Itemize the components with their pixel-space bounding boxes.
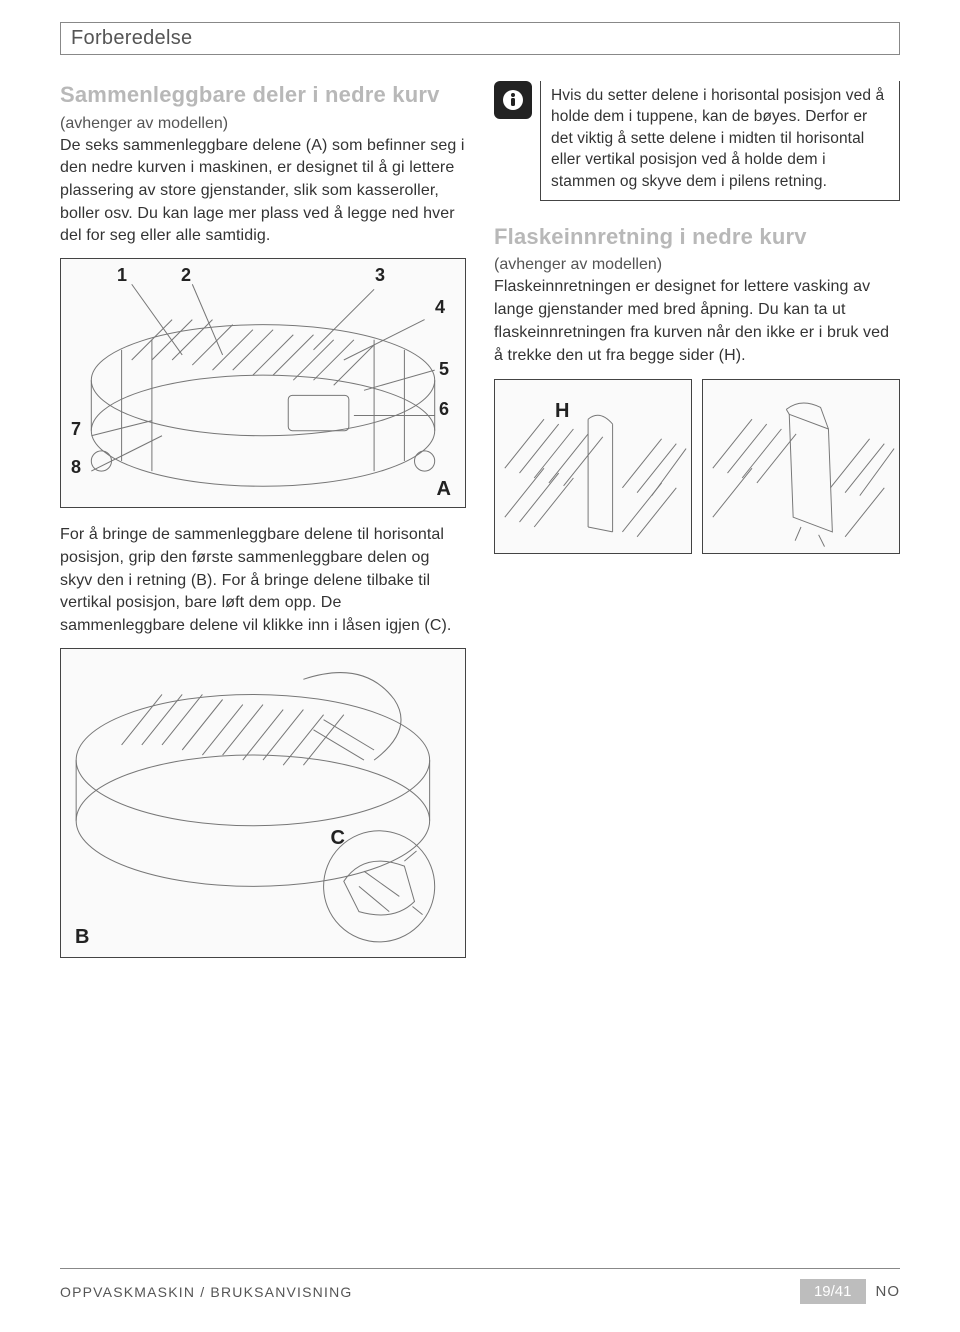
two-column-layout: Sammenleggbare deler i nedre kurv (avhen…: [60, 81, 900, 974]
info-text-cell: Hvis du setter delene i horisontal posis…: [540, 81, 900, 201]
fig-a-label-2: 2: [181, 265, 191, 286]
basket-h2-illustration: [703, 380, 899, 552]
fig-a-label-3: 3: [375, 265, 385, 286]
left-column: Sammenleggbare deler i nedre kurv (avhen…: [60, 81, 466, 974]
footer-right: 19/41 NO: [800, 1279, 900, 1304]
fig-a-label-5: 5: [439, 359, 449, 380]
figure-a: 1 2 3 4 5 6 7 8 A: [60, 258, 466, 508]
fig-b-label-B: B: [75, 926, 89, 949]
footer-row: OPPVASKMASKIN / BRUKSANVISNING 19/41 NO: [60, 1279, 900, 1304]
fig-a-label-8: 8: [71, 457, 81, 478]
basket-b-illustration: [61, 649, 465, 958]
figure-h-row: H: [494, 379, 900, 554]
fig-a-label-1: 1: [117, 265, 127, 286]
fig-a-label-4: 4: [435, 297, 445, 318]
section-header: Forberedelse: [60, 22, 900, 55]
left-model-note: (avhenger av modellen): [60, 115, 466, 133]
figure-h-1: H: [494, 379, 692, 554]
info-text: Hvis du setter delene i horisontal posis…: [551, 85, 889, 192]
footer-doc-title: OPPVASKMASKIN / BRUKSANVISNING: [60, 1284, 352, 1300]
basket-h1-illustration: [495, 380, 691, 552]
right-column: Hvis du setter delene i horisontal posis…: [494, 81, 900, 974]
page-footer: OPPVASKMASKIN / BRUKSANVISNING 19/41 NO: [60, 1268, 900, 1304]
right-model-note: (avhenger av modellen): [494, 256, 900, 274]
figure-b: C B: [60, 648, 466, 958]
info-icon: [494, 81, 532, 119]
info-callout: Hvis du setter delene i horisontal posis…: [494, 81, 900, 201]
fig-a-label-6: 6: [439, 399, 449, 420]
footer-rule: [60, 1268, 900, 1269]
page: Forberedelse Sammenleggbare deler i nedr…: [0, 0, 960, 974]
left-title: Sammenleggbare deler i nedre kurv: [60, 81, 466, 109]
figure-h-2: [702, 379, 900, 554]
left-para-1: De seks sammenleggbare delene (A) som be…: [60, 135, 466, 249]
right-para: Flaskeinnretningen er designet for lette…: [494, 276, 900, 367]
basket-a-illustration: [61, 259, 465, 508]
language-code: NO: [876, 1283, 901, 1300]
fig-b-label-C: C: [331, 827, 345, 850]
fig-h-label: H: [555, 400, 569, 423]
left-para-2: For å bringe de sammenleggbare delene ti…: [60, 524, 466, 638]
page-number-badge: 19/41: [800, 1279, 866, 1304]
fig-a-label-7: 7: [71, 419, 81, 440]
right-title: Flaskeinnretning i nedre kurv: [494, 223, 900, 251]
fig-a-label-A: A: [437, 478, 451, 501]
